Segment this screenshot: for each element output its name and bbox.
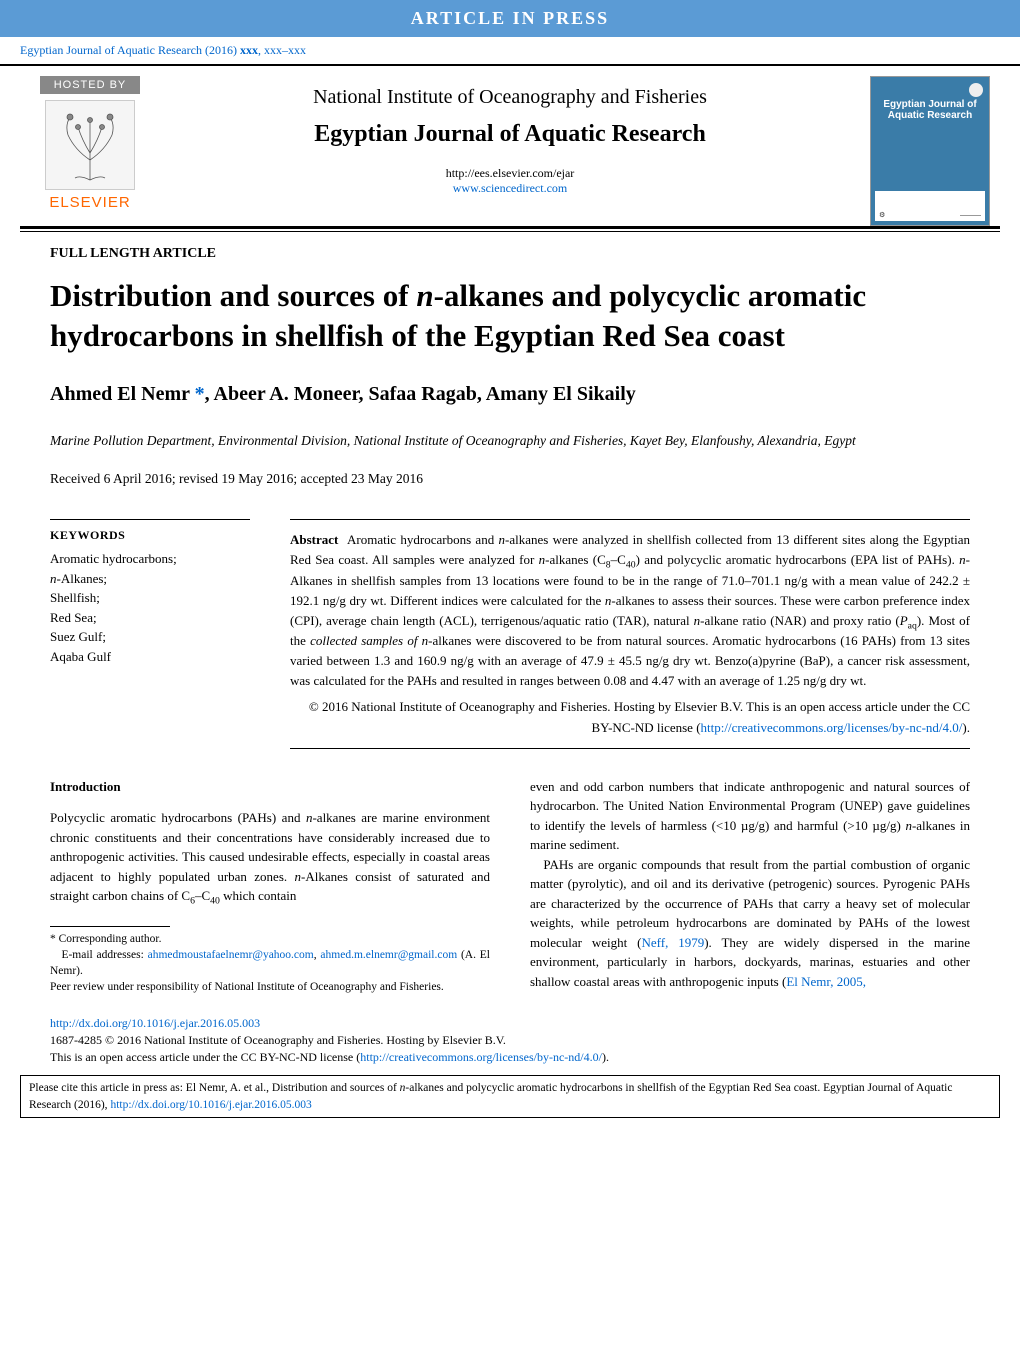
introduction-heading: Introduction (50, 777, 490, 797)
citation-link[interactable]: Egyptian Journal of Aquatic Research (20… (20, 43, 306, 57)
corresponding-author-note: * Corresponding author. (50, 931, 490, 947)
journal-url-link[interactable]: www.sciencedirect.com (453, 181, 568, 195)
keywords-header: KEYWORDS (50, 519, 250, 543)
citation-line: Egyptian Journal of Aquatic Research (20… (0, 37, 1020, 64)
elsevier-label: ELSEVIER (49, 194, 130, 211)
keywords-body: Aromatic hydrocarbons; n-Alkanes; Shellf… (50, 549, 250, 666)
abstract-license: © 2016 National Institute of Oceanograph… (290, 697, 970, 737)
journal-urls: http://ees.elsevier.com/ejar www.science… (180, 166, 840, 196)
body-columns: Introduction Polycyclic aromatic hydroca… (50, 777, 970, 995)
article-type: FULL LENGTH ARTICLE (50, 246, 970, 262)
keyword: n-Alkanes; (50, 571, 107, 586)
keyword: Aromatic hydrocarbons; (50, 551, 177, 566)
body-text-right: even and odd carbon numbers that indicat… (530, 777, 970, 992)
abstract-body: Abstract Aromatic hydrocarbons and n-alk… (290, 519, 970, 748)
article-dates: Received 6 April 2016; revised 19 May 20… (50, 471, 970, 487)
institute-name: National Institute of Oceanography and F… (180, 86, 840, 109)
keywords-column: KEYWORDS Aromatic hydrocarbons; n-Alkane… (50, 519, 250, 666)
doi-block: http://dx.doi.org/10.1016/j.ejar.2016.05… (50, 1007, 970, 1065)
journal-cover-image: Egyptian Journal of Aquatic Research ⚙——… (870, 76, 990, 226)
abstract-column: Abstract Aromatic hydrocarbons and n-alk… (290, 519, 970, 748)
abstract-text: Aromatic hydrocarbons and n-alkanes were… (290, 532, 970, 688)
journal-name: Egyptian Journal of Aquatic Research (180, 121, 840, 148)
keyword: Aqaba Gulf (50, 649, 111, 664)
author-email-link[interactable]: ahmedmoustafaelnemr@yahoo.com (148, 949, 314, 961)
elsevier-tree-icon (45, 100, 135, 190)
abstract-label: Abstract (290, 532, 338, 547)
affiliation: Marine Pollution Department, Environment… (50, 432, 970, 451)
hosted-by-badge: HOSTED BY (40, 76, 141, 94)
keyword: Shellfish; (50, 590, 100, 605)
masthead: HOSTED BY ELSEVIER National Institute of… (0, 64, 1020, 226)
author-list: Ahmed El Nemr *, Abeer A. Moneer, Safaa … (50, 383, 970, 406)
masthead-cover: Egyptian Journal of Aquatic Research ⚙——… (860, 76, 1000, 226)
cite-box: Please cite this article in press as: El… (20, 1075, 1000, 1117)
rule-thin (20, 231, 1000, 232)
body-text-left: Polycyclic aromatic hydrocarbons (PAHs) … (50, 808, 490, 906)
body-column-right: even and odd carbon numbers that indicat… (530, 777, 970, 995)
article-title: Distribution and sources of n-alkanes an… (50, 276, 970, 355)
author-email-link[interactable]: ahmed.m.elnemr@gmail.com (320, 949, 457, 961)
rule-thick (20, 226, 1000, 229)
abstract-keywords-row: KEYWORDS Aromatic hydrocarbons; n-Alkane… (50, 519, 970, 748)
body-column-left: Introduction Polycyclic aromatic hydroca… (50, 777, 490, 995)
journal-url-plain: http://ees.elsevier.com/ejar (446, 166, 575, 180)
peer-review-note: Peer review under responsibility of Nati… (50, 979, 490, 995)
keyword: Suez Gulf; (50, 629, 106, 644)
email-addresses: E-mail addresses: ahmedmoustafaelnemr@ya… (50, 947, 490, 979)
footnotes: * Corresponding author. E-mail addresses… (50, 931, 490, 995)
keyword: Red Sea; (50, 610, 97, 625)
masthead-publisher: HOSTED BY ELSEVIER (20, 76, 160, 226)
doi-link[interactable]: http://dx.doi.org/10.1016/j.ejar.2016.05… (50, 1016, 260, 1030)
issn-line: 1687-4285 © 2016 National Institute of O… (50, 1033, 506, 1047)
license-line: This is an open access article under the… (50, 1050, 609, 1064)
footnote-rule (50, 926, 170, 927)
article-in-press-banner: ARTICLE IN PRESS (0, 0, 1020, 37)
masthead-center: National Institute of Oceanography and F… (160, 76, 860, 226)
